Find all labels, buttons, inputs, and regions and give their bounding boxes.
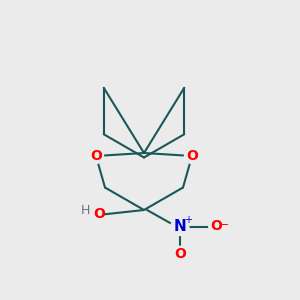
Circle shape	[184, 148, 200, 164]
Text: +: +	[184, 215, 192, 225]
Text: O: O	[186, 149, 198, 163]
Text: N: N	[174, 219, 186, 234]
Text: O: O	[174, 247, 186, 260]
Text: O: O	[90, 149, 102, 163]
Circle shape	[88, 148, 104, 164]
Circle shape	[86, 206, 103, 223]
Circle shape	[209, 219, 223, 234]
Text: −: −	[220, 220, 229, 230]
Circle shape	[171, 218, 189, 236]
Text: H: H	[81, 204, 90, 218]
Text: O: O	[93, 208, 105, 221]
Circle shape	[173, 246, 187, 261]
Text: O: O	[210, 220, 222, 233]
